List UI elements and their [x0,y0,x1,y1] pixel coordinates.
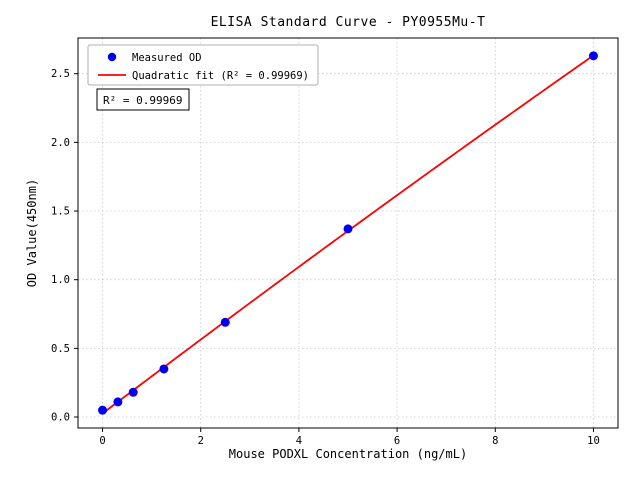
legend-marker-measured-od [107,52,117,62]
r-squared-annotation: R² = 0.99969 [96,88,190,111]
data-point [159,364,169,374]
y-tick-label: 1.0 [51,274,70,286]
x-tick-label: 4 [296,435,302,447]
data-point [343,224,353,234]
data-point [588,51,598,61]
x-tick-label: 10 [587,435,600,447]
data-point [220,317,230,327]
x-tick-label: 8 [492,435,498,447]
x-tick-label: 0 [99,435,105,447]
legend-box [87,44,319,86]
y-axis-label: OD Value(450nm) [25,179,39,287]
chart-title: ELISA Standard Curve - PY0955Mu-T [211,15,486,30]
legend-label-quadratic-fit: Quadratic fit (R² = 0.99969) [132,70,309,82]
r-squared-annotation-box [96,88,190,111]
data-point [128,387,138,397]
x-tick-label: 2 [198,435,204,447]
x-tick-label: 6 [394,435,400,447]
y-tick-label: 0.5 [51,343,70,355]
plot-border [77,37,619,429]
plot-area: 0 2 4 6 8 10 0.0 0.5 1.0 1.5 2.0 2.5 [51,37,619,447]
data-point [113,397,123,407]
y-tick-label: 2.5 [51,68,70,80]
y-tick-label: 2.0 [51,137,70,149]
legend: Measured OD Quadratic fit (R² = 0.99969) [87,44,319,86]
y-tick-label: 1.5 [51,206,70,218]
r-squared-annotation-text: R² = 0.99969 [103,94,182,107]
legend-label-measured-od: Measured OD [132,52,202,64]
x-axis-label: Mouse PODXL Concentration (ng/mL) [229,447,467,461]
y-tick-label: 0.0 [51,412,70,424]
data-point [98,405,108,415]
